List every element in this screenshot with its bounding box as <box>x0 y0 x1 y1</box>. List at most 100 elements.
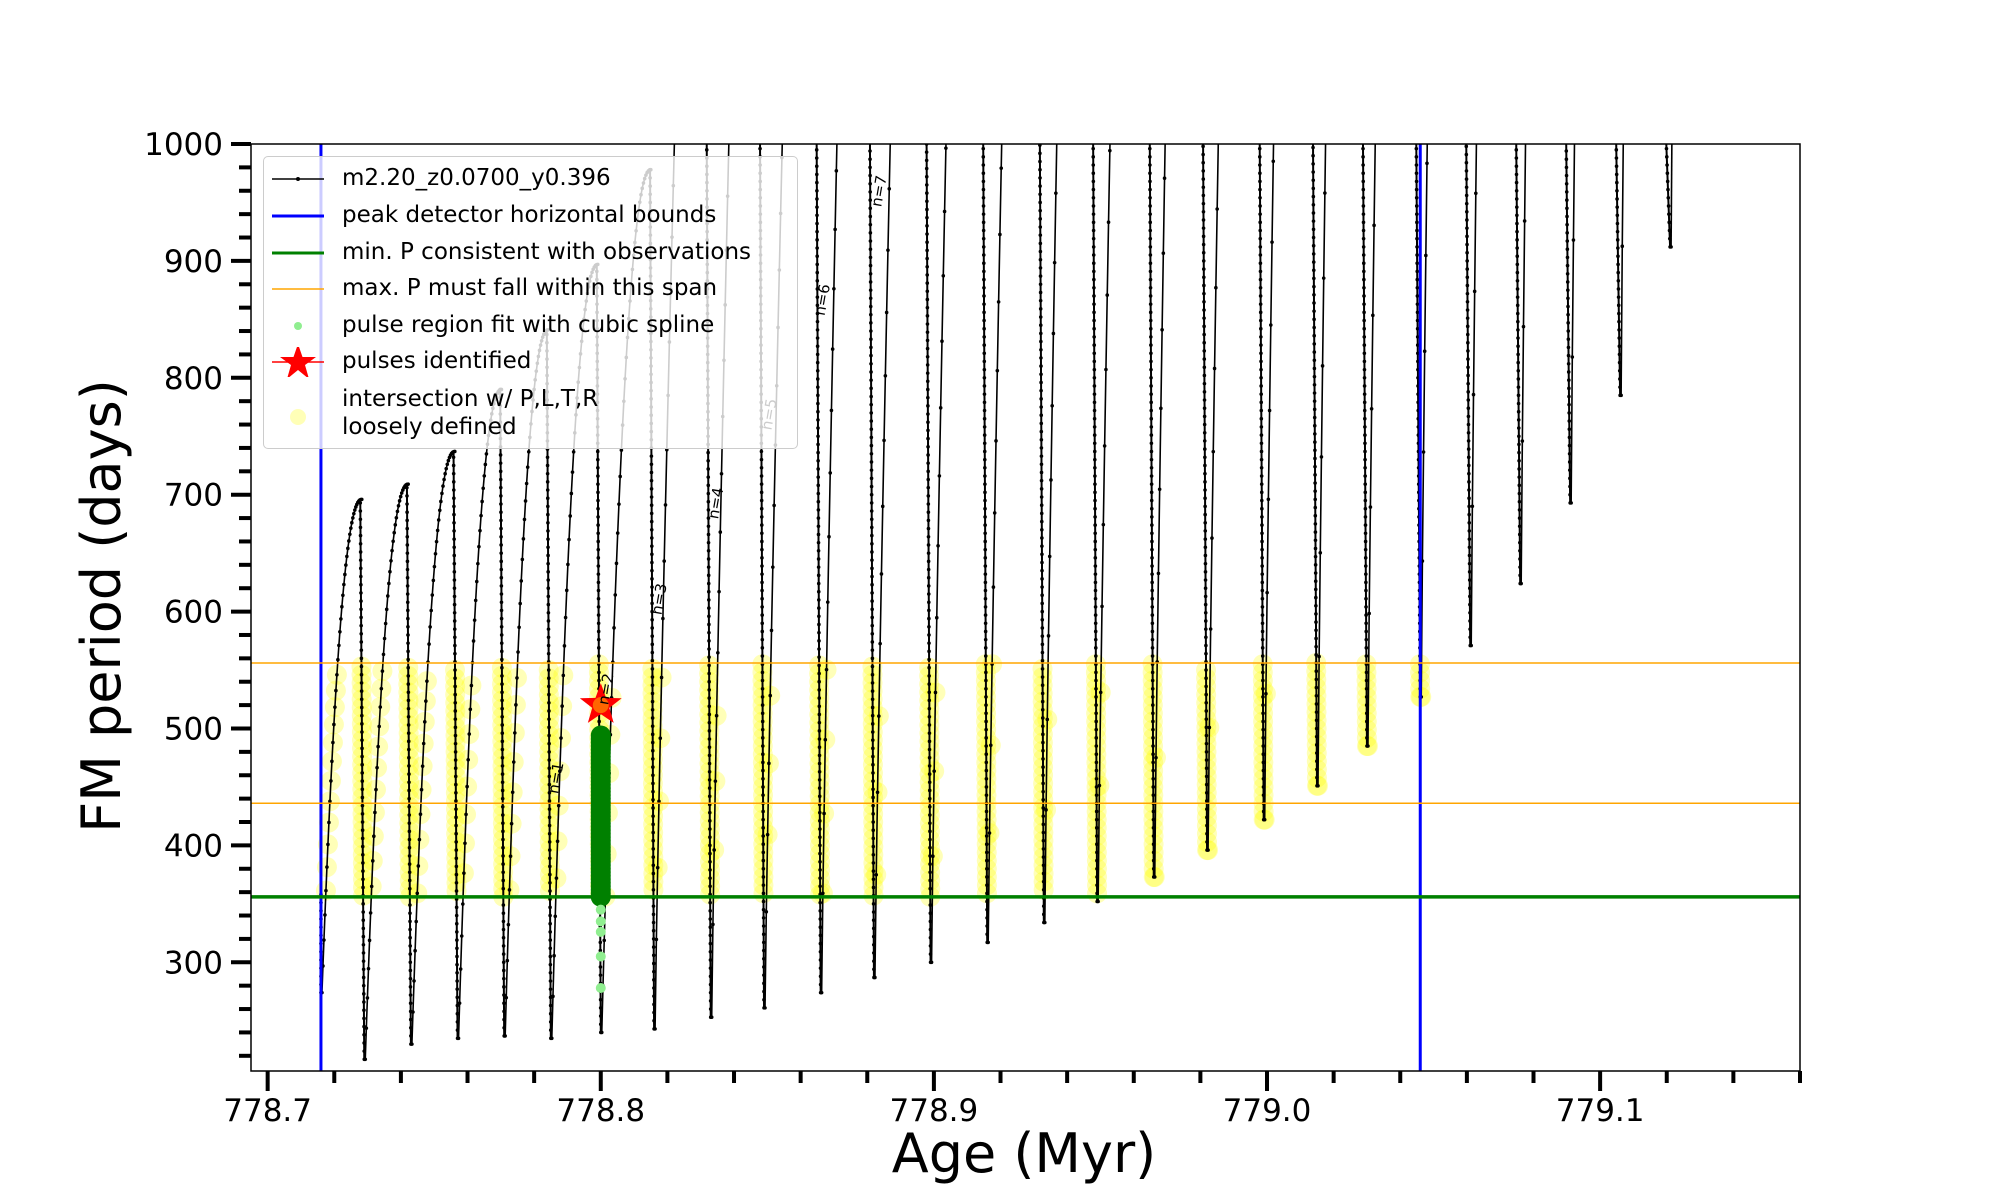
track-point <box>651 879 656 884</box>
track-point <box>651 806 655 810</box>
track-point <box>425 679 429 683</box>
track-point <box>928 886 933 891</box>
track-point <box>1047 554 1052 559</box>
track-point <box>560 704 564 708</box>
track-point <box>707 786 712 790</box>
track-point <box>925 314 930 318</box>
track-point <box>406 608 410 613</box>
track-point <box>453 692 457 697</box>
track-point <box>1202 332 1206 337</box>
track-point <box>519 579 524 583</box>
track-point <box>1314 603 1318 608</box>
track-point <box>452 537 456 541</box>
track-point <box>1516 377 1521 381</box>
track-point <box>1039 331 1043 336</box>
track-point <box>458 967 463 971</box>
track-point <box>1201 218 1206 222</box>
track-point <box>500 714 504 719</box>
track-point <box>719 471 724 476</box>
track-point <box>1038 192 1042 197</box>
track-point <box>1149 416 1154 421</box>
track-point <box>1466 381 1470 386</box>
track-point <box>1148 310 1153 315</box>
track-point <box>925 215 929 220</box>
track-point <box>1517 508 1522 512</box>
track-point <box>1415 285 1420 290</box>
track-point <box>1375 51 1379 55</box>
track-point <box>817 696 822 700</box>
legend-label: pulse region fit with cubic spline <box>342 312 715 338</box>
track-point <box>596 474 600 478</box>
track-point <box>816 393 820 398</box>
track-point <box>617 502 621 506</box>
track-point <box>547 717 551 721</box>
track-point <box>870 689 875 693</box>
track-point <box>1314 644 1318 649</box>
track-point <box>1425 161 1429 166</box>
track-point <box>514 703 518 707</box>
track-point <box>546 553 550 558</box>
track-point <box>1467 537 1472 541</box>
track-point <box>816 598 821 602</box>
track-point <box>500 657 504 662</box>
track-point <box>652 969 656 974</box>
track-point <box>868 149 872 153</box>
track-point <box>815 295 820 299</box>
track-point <box>384 607 389 612</box>
track-point <box>1202 447 1207 451</box>
track-point <box>760 637 765 642</box>
track-point <box>1566 321 1570 325</box>
track-point <box>446 458 451 463</box>
track-point <box>926 477 931 482</box>
track-point <box>406 633 410 637</box>
y-axis-label: FM period (days) <box>70 379 133 833</box>
pulse-number-label: n=4 <box>704 486 727 520</box>
track-point <box>985 866 989 871</box>
track-point <box>816 467 820 471</box>
track-point <box>869 525 874 530</box>
track-point <box>408 935 412 940</box>
track-point <box>650 650 655 655</box>
track-point <box>467 732 472 736</box>
track-point <box>1040 642 1045 647</box>
track-point <box>613 593 618 597</box>
track-point <box>707 655 711 659</box>
track-point <box>1517 524 1522 529</box>
track-point <box>1364 654 1369 658</box>
track-point <box>1516 385 1521 389</box>
track-point <box>363 1057 368 1062</box>
track-point <box>1313 448 1317 453</box>
track-point <box>351 516 355 520</box>
track-point <box>1149 466 1154 470</box>
track-point <box>1203 602 1208 607</box>
track-point <box>1324 108 1328 112</box>
track-point <box>1150 572 1154 576</box>
track-point <box>1148 253 1153 257</box>
track-point <box>984 768 989 773</box>
track-point <box>1260 572 1265 576</box>
track-point <box>869 419 874 423</box>
track-point <box>1093 580 1098 585</box>
track-point <box>1311 219 1316 223</box>
track-point <box>983 523 987 527</box>
track-point <box>870 615 875 620</box>
track-point <box>509 821 514 826</box>
pulse-identified-star <box>579 683 622 723</box>
track-point <box>707 753 712 758</box>
track-point <box>1666 187 1670 192</box>
track-point <box>925 305 930 310</box>
track-point <box>984 703 988 707</box>
track-point <box>358 509 363 513</box>
track-point <box>983 637 988 642</box>
track-point <box>983 531 987 536</box>
track-point <box>360 803 365 808</box>
track-point <box>1202 390 1207 394</box>
track-point <box>1040 667 1045 671</box>
track-point <box>1039 339 1043 344</box>
track-point <box>933 690 938 695</box>
track-point <box>761 760 765 765</box>
track-point <box>474 579 479 584</box>
track-point <box>1466 373 1470 378</box>
track-point <box>1270 240 1274 244</box>
track-point <box>421 741 426 746</box>
